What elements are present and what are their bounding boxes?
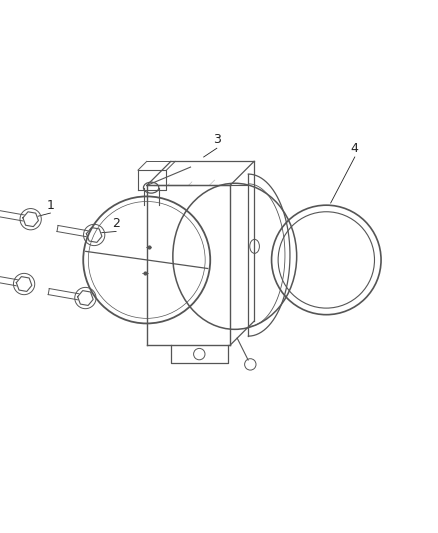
Text: 2: 2 — [112, 217, 120, 230]
Polygon shape — [16, 277, 32, 292]
Text: 3: 3 — [213, 133, 221, 146]
Text: 1: 1 — [46, 199, 54, 212]
Polygon shape — [23, 212, 39, 227]
Text: 4: 4 — [351, 142, 359, 155]
Polygon shape — [86, 228, 102, 243]
Polygon shape — [78, 290, 93, 305]
